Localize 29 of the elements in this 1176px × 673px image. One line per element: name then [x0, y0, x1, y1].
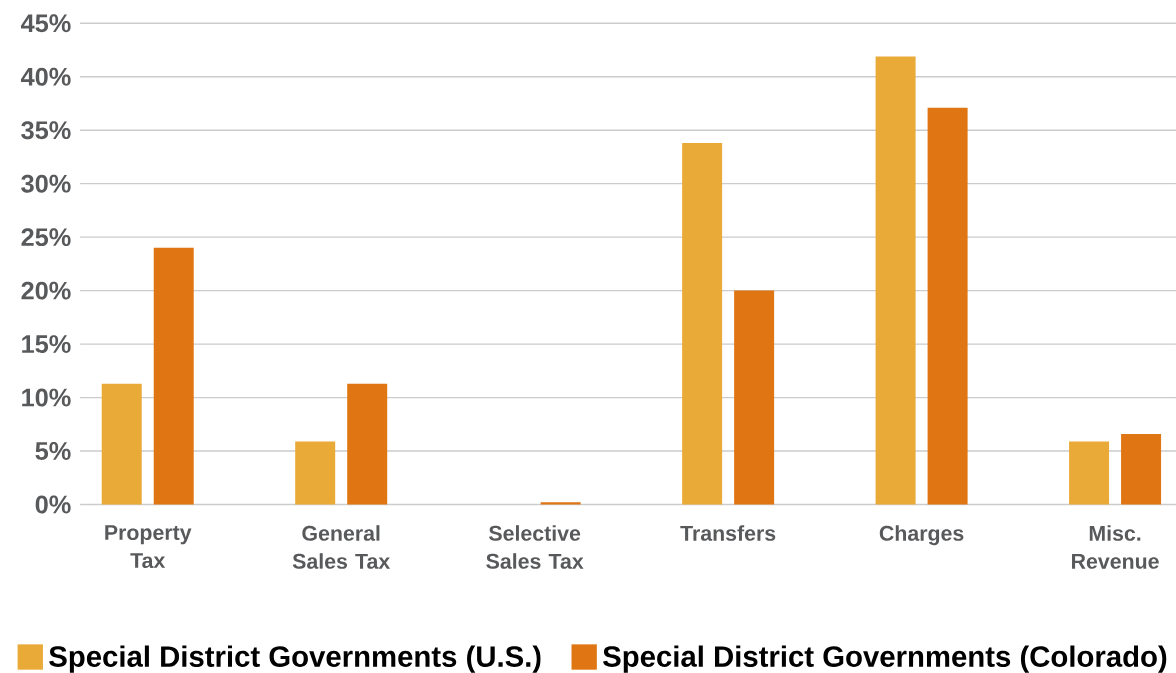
- y-tick-label: 20%: [21, 281, 71, 300]
- y-tick-label: 35%: [21, 121, 71, 140]
- x-tick-label: Property Tax: [105, 525, 192, 569]
- y-tick-label: 25%: [21, 228, 71, 247]
- y-tick-label: 5%: [35, 442, 71, 460]
- bar: [540, 502, 581, 505]
- x-tick-label: General Sales Tax: [292, 525, 391, 569]
- bar: [1121, 433, 1162, 505]
- bar: [347, 383, 388, 505]
- y-tick-label: 45%: [20, 14, 71, 33]
- y-tick-label: 0%: [35, 495, 71, 514]
- y-tick-label: 30%: [21, 174, 71, 193]
- x-tick-label: Selective Sales Tax: [486, 525, 584, 569]
- legend-label: Special District Governments (Colorado): [603, 645, 1167, 673]
- legend-label: Special District Governments (U.S.): [49, 645, 541, 673]
- bar: [927, 107, 968, 505]
- x-tick-label: Charges: [879, 525, 964, 546]
- x-tick-label: Misc. Revenue: [1072, 525, 1159, 569]
- y-tick-label: 10%: [22, 388, 71, 407]
- bar: [682, 143, 723, 505]
- bar: [875, 56, 916, 505]
- bar: [101, 383, 142, 505]
- bar: [1069, 441, 1110, 505]
- x-tick-label: Transfers: [680, 525, 776, 541]
- bar: [153, 247, 194, 505]
- bar: [295, 441, 336, 505]
- y-tick-label: 40%: [20, 67, 71, 86]
- bar: [734, 290, 775, 505]
- y-tick-label: 15%: [22, 335, 71, 354]
